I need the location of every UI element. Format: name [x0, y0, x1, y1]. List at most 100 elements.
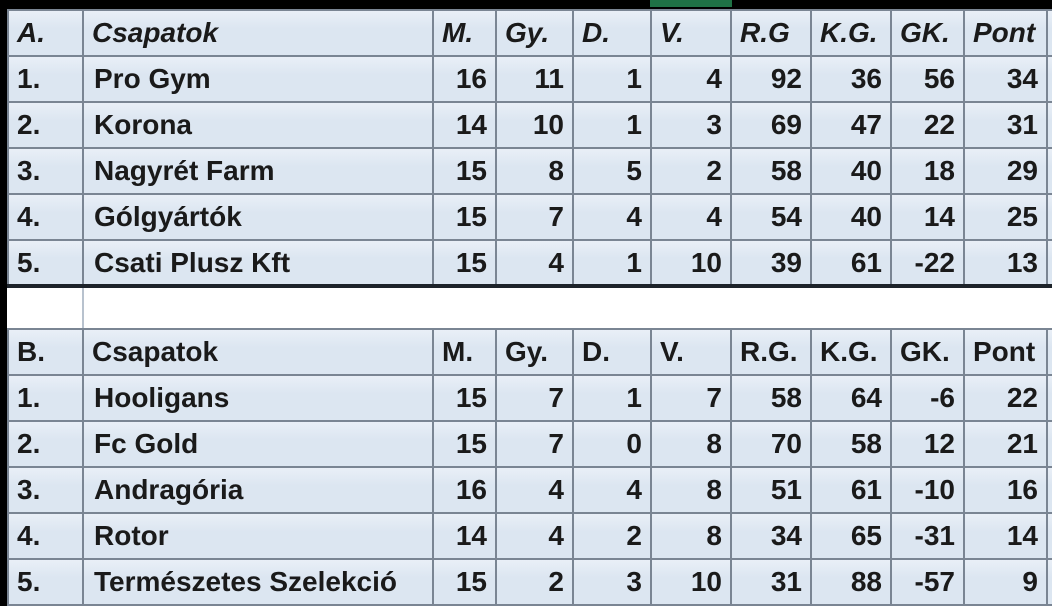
stat-cell[interactable]: 4 [495, 239, 574, 288]
stat-cell[interactable]: 25 [963, 193, 1048, 241]
stat-cell[interactable]: 7 [495, 420, 574, 468]
stat-cell[interactable]: 10 [650, 239, 732, 288]
stat-cell[interactable]: 7 [650, 374, 732, 422]
stat-header-cell[interactable]: GK. [890, 9, 965, 57]
stat-cell[interactable]: -10 [890, 466, 965, 514]
stat-header-cell[interactable]: M. [432, 328, 497, 376]
stat-cell[interactable]: -22 [890, 239, 965, 288]
stat-cell[interactable]: -31 [890, 512, 965, 560]
stat-cell[interactable]: 21 [963, 420, 1048, 468]
rank-cell[interactable]: 4. [7, 193, 84, 241]
stat-cell[interactable]: 10 [495, 101, 574, 149]
rank-cell[interactable]: 2. [7, 101, 84, 149]
stat-cell[interactable]: 4 [572, 193, 652, 241]
stat-cell[interactable]: 47 [810, 101, 892, 149]
rank-cell[interactable]: 1. [7, 55, 84, 103]
stat-cell[interactable]: 11 [495, 55, 574, 103]
team-name-cell[interactable]: Gólgyártók [82, 193, 434, 241]
stat-cell[interactable]: 2 [572, 512, 652, 560]
stat-cell[interactable]: 7 [495, 374, 574, 422]
stat-cell[interactable]: 16 [963, 466, 1048, 514]
stat-cell[interactable]: 16 [432, 55, 497, 103]
stat-cell[interactable]: 9 [963, 558, 1048, 606]
stat-cell[interactable]: 15 [432, 193, 497, 241]
stat-header-cell[interactable]: D. [572, 328, 652, 376]
stat-cell[interactable]: 8 [495, 147, 574, 195]
stat-cell[interactable]: 22 [963, 374, 1048, 422]
stat-cell[interactable]: 14 [432, 101, 497, 149]
stat-cell[interactable]: 13 [963, 239, 1048, 288]
rank-cell[interactable]: 3. [7, 466, 84, 514]
stat-header-cell[interactable]: Pont [963, 9, 1048, 57]
stat-cell[interactable]: 7 [495, 193, 574, 241]
stat-cell[interactable]: 58 [810, 420, 892, 468]
stat-cell[interactable]: 10 [650, 558, 732, 606]
stat-cell[interactable]: 2 [495, 558, 574, 606]
stat-cell[interactable]: 4 [495, 512, 574, 560]
stat-cell[interactable]: 15 [432, 374, 497, 422]
stat-header-cell[interactable]: Gy. [495, 9, 574, 57]
stat-cell[interactable]: 0 [572, 420, 652, 468]
team-name-cell[interactable]: Fc Gold [82, 420, 434, 468]
stat-cell[interactable]: 15 [432, 239, 497, 288]
stat-cell[interactable]: 14 [890, 193, 965, 241]
stat-cell[interactable]: -57 [890, 558, 965, 606]
stat-cell[interactable]: 34 [730, 512, 812, 560]
group-label-cell[interactable]: A. [7, 9, 84, 57]
stat-cell[interactable]: 3 [650, 101, 732, 149]
stat-header-cell[interactable]: R.G [730, 9, 812, 57]
stat-cell[interactable]: 16 [432, 466, 497, 514]
stat-cell[interactable]: 3 [572, 558, 652, 606]
stat-cell[interactable]: 1 [572, 101, 652, 149]
stat-cell[interactable]: 34 [963, 55, 1048, 103]
stat-cell[interactable]: 36 [810, 55, 892, 103]
stat-cell[interactable]: 61 [810, 466, 892, 514]
stat-cell[interactable]: 4 [650, 193, 732, 241]
team-name-cell[interactable]: Rotor [82, 512, 434, 560]
stat-cell[interactable]: 70 [730, 420, 812, 468]
team-name-cell[interactable]: Csati Plusz Kft [82, 239, 434, 288]
stat-cell[interactable]: 18 [890, 147, 965, 195]
stat-cell[interactable]: 22 [890, 101, 965, 149]
stat-cell[interactable]: 88 [810, 558, 892, 606]
stat-cell[interactable]: 65 [810, 512, 892, 560]
rank-cell[interactable]: 1. [7, 374, 84, 422]
stat-cell[interactable]: 64 [810, 374, 892, 422]
stat-cell[interactable]: 15 [432, 420, 497, 468]
stat-header-cell[interactable]: K.G. [810, 9, 892, 57]
stat-header-cell[interactable]: V. [650, 9, 732, 57]
team-name-cell[interactable]: Hooligans [82, 374, 434, 422]
stat-header-cell[interactable]: GK. [890, 328, 965, 376]
stat-cell[interactable]: 4 [495, 466, 574, 514]
stat-cell[interactable]: 5 [572, 147, 652, 195]
stat-cell[interactable]: 58 [730, 147, 812, 195]
stat-header-cell[interactable]: D. [572, 9, 652, 57]
team-name-cell[interactable]: Pro Gym [82, 55, 434, 103]
stat-cell[interactable]: 54 [730, 193, 812, 241]
stat-cell[interactable]: 8 [650, 466, 732, 514]
stat-header-cell[interactable]: R.G. [730, 328, 812, 376]
stat-cell[interactable]: 1 [572, 374, 652, 422]
rank-cell[interactable]: 3. [7, 147, 84, 195]
stat-cell[interactable]: 14 [432, 512, 497, 560]
stat-cell[interactable]: 8 [650, 420, 732, 468]
stat-cell[interactable]: 29 [963, 147, 1048, 195]
stat-cell[interactable]: 1 [572, 239, 652, 288]
stat-header-cell[interactable]: V. [650, 328, 732, 376]
stat-header-cell[interactable]: M. [432, 9, 497, 57]
teams-header-cell[interactable]: Csapatok [82, 9, 434, 57]
stat-cell[interactable]: 4 [650, 55, 732, 103]
rank-cell[interactable]: 5. [7, 558, 84, 606]
team-name-cell[interactable]: Andragória [82, 466, 434, 514]
stat-cell[interactable]: 8 [650, 512, 732, 560]
stat-cell[interactable]: 4 [572, 466, 652, 514]
stat-cell[interactable]: 61 [810, 239, 892, 288]
stat-cell[interactable]: 58 [730, 374, 812, 422]
stat-cell[interactable]: 92 [730, 55, 812, 103]
stat-cell[interactable]: 15 [432, 558, 497, 606]
group-label-cell[interactable]: B. [7, 328, 84, 376]
stat-cell[interactable]: 39 [730, 239, 812, 288]
stat-cell[interactable]: 56 [890, 55, 965, 103]
stat-cell[interactable]: 31 [963, 101, 1048, 149]
stat-header-cell[interactable]: Gy. [495, 328, 574, 376]
